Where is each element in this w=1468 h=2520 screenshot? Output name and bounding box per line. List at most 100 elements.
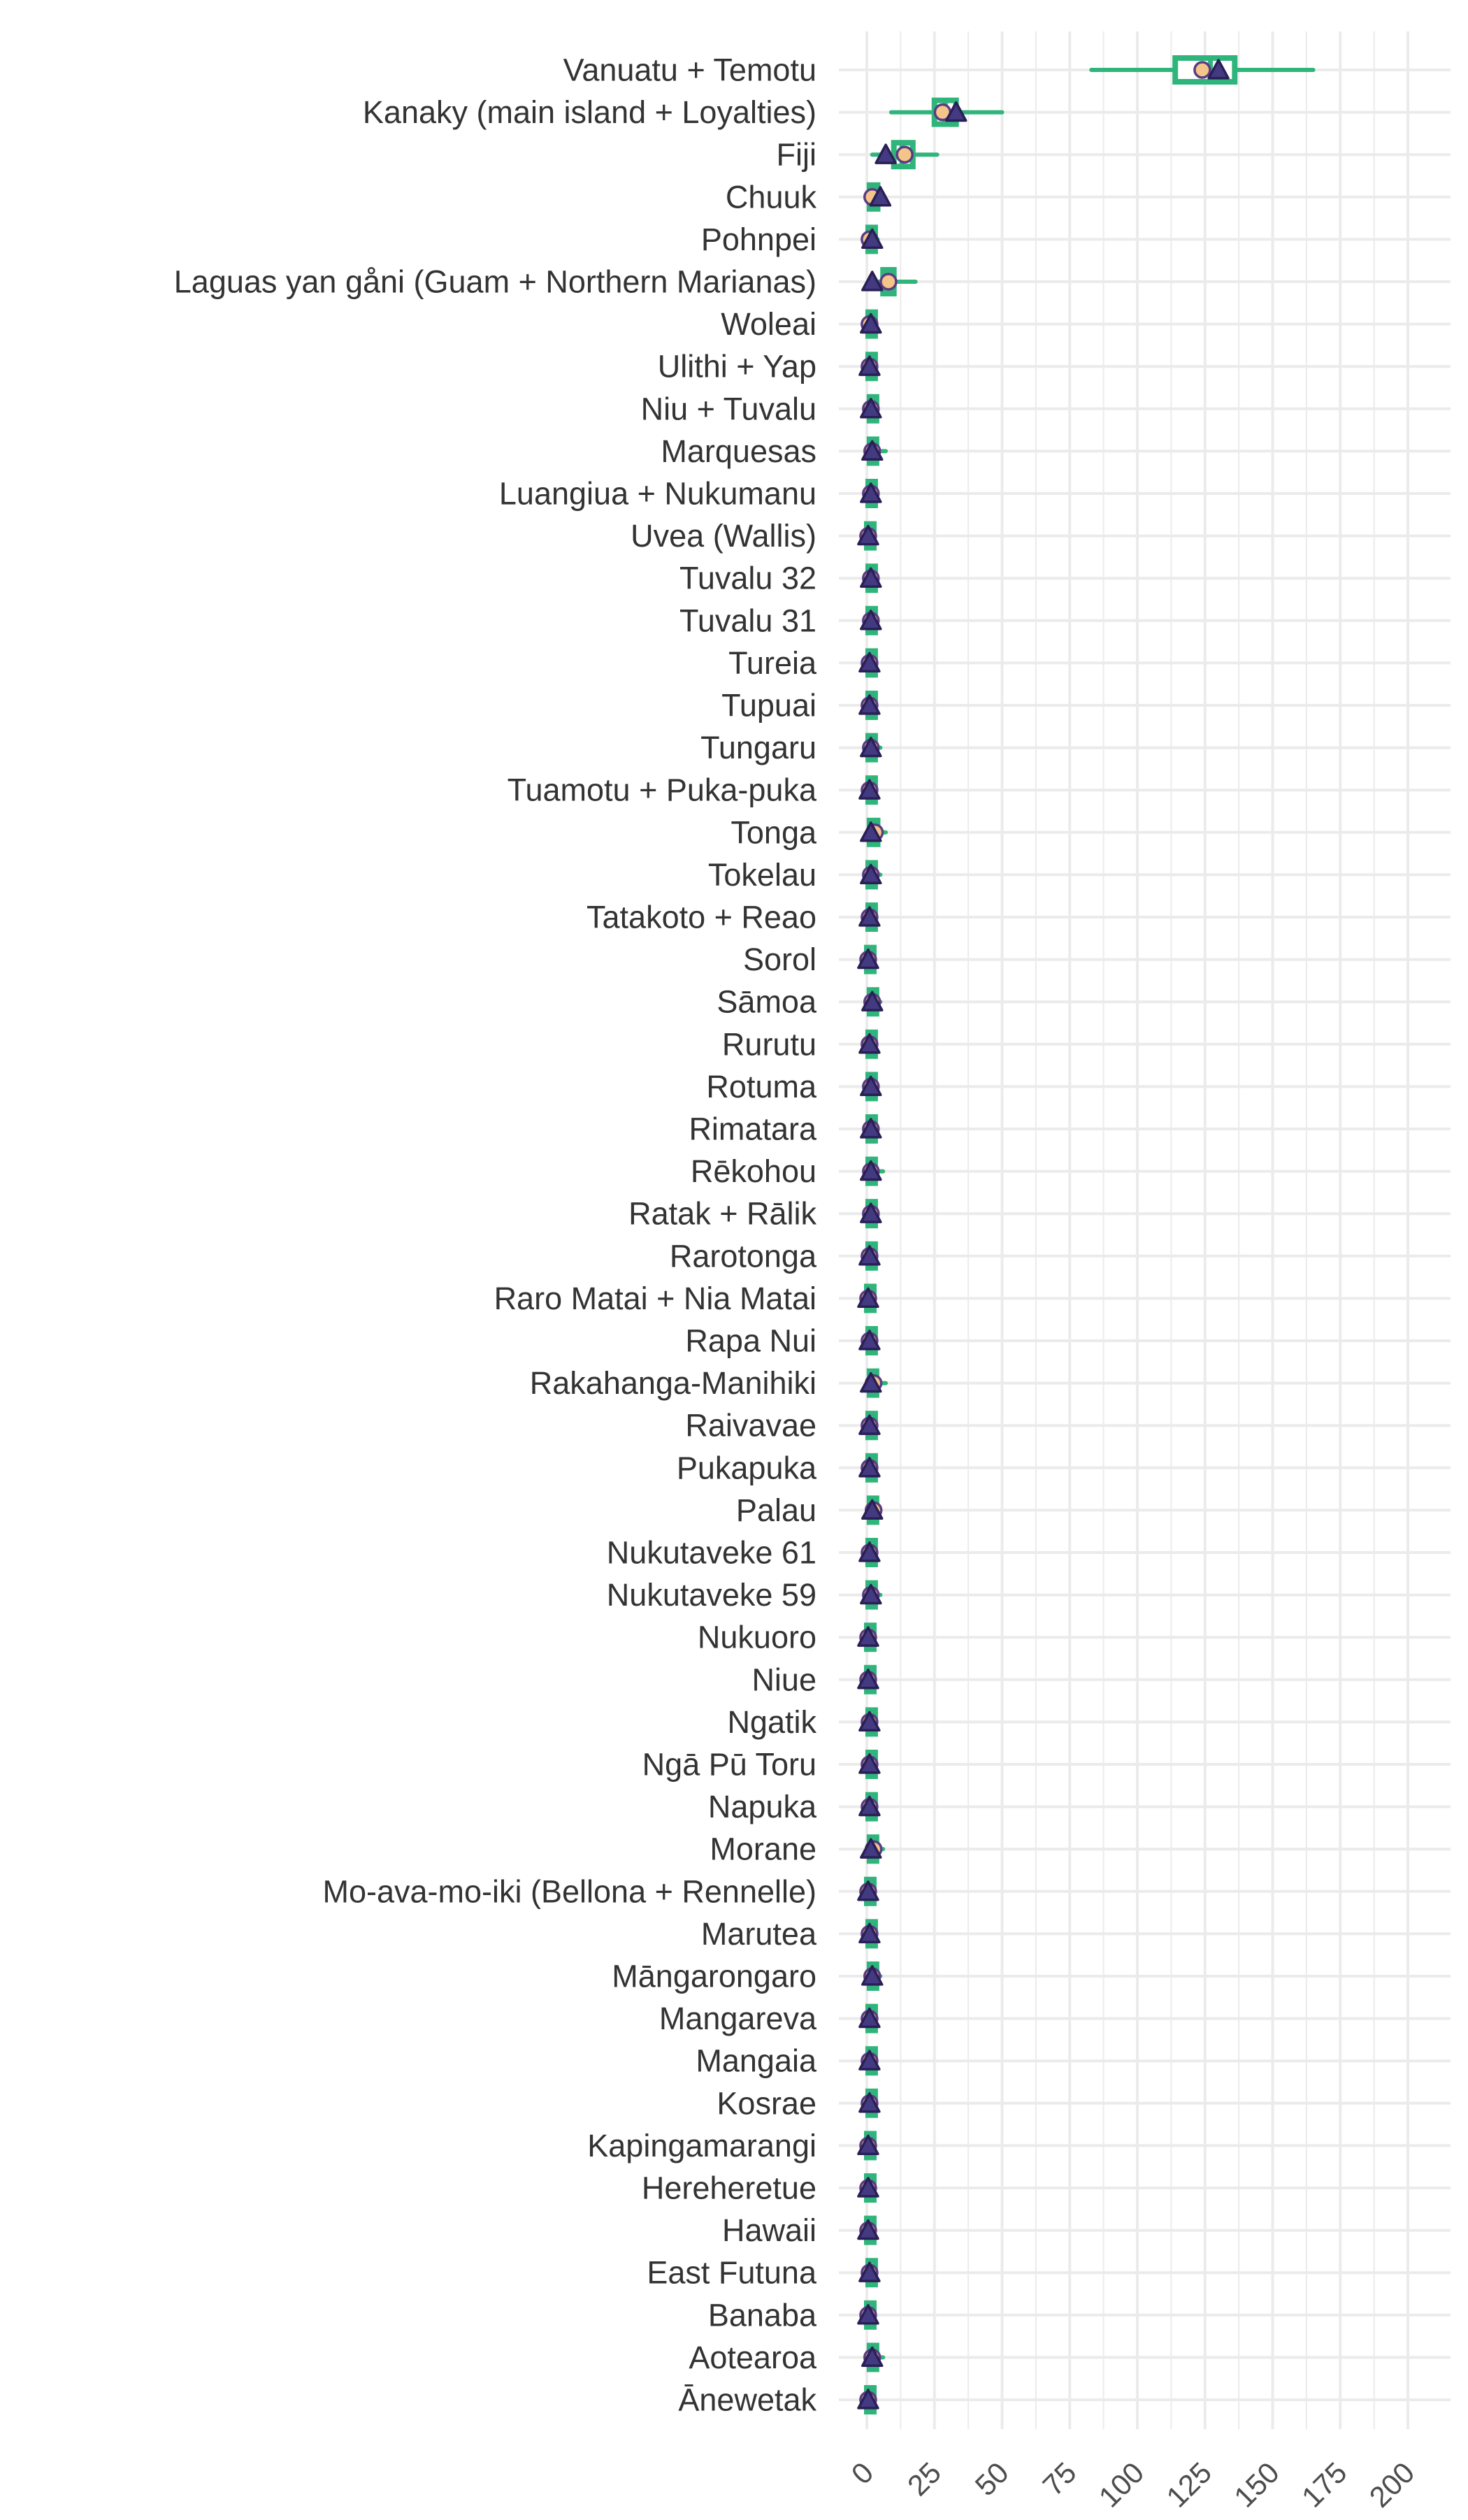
- x-tick-label: 75: [1036, 2456, 1082, 2502]
- triangle-marker: [944, 101, 967, 122]
- category-label: Mo-ava-mo-iki (Bellona + Rennelle): [322, 1873, 816, 1909]
- triangle-marker: [869, 186, 892, 207]
- triangle-marker: [858, 1245, 881, 1266]
- triangle-marker: [858, 1711, 881, 1732]
- category-label: Sorol: [743, 942, 816, 977]
- category-label: Rarotonga: [670, 1238, 817, 1274]
- grid-layer: [839, 31, 1451, 2429]
- category-label: Rurutu: [722, 1026, 816, 1062]
- triangle-marker: [857, 2134, 879, 2156]
- box-group: [858, 1326, 881, 1355]
- box-group: [857, 521, 879, 551]
- category-label: Ulithi + Yap: [658, 349, 816, 384]
- category-label: Marquesas: [661, 433, 816, 469]
- box-group: [870, 140, 940, 170]
- box-group: [860, 479, 882, 508]
- x-tick-label: 100: [1093, 2456, 1151, 2514]
- category-label: Ratak + Rālik: [628, 1196, 816, 1232]
- box-group: [860, 1580, 883, 1610]
- circle-marker: [1193, 61, 1211, 79]
- box-group: [857, 2385, 879, 2414]
- box-group: [858, 2258, 881, 2288]
- box-group: [858, 1453, 881, 1483]
- category-label: Uvea (Wallis): [631, 518, 816, 554]
- category-label: Tureia: [728, 645, 817, 681]
- box-group: [860, 1114, 882, 1144]
- category-label: Aotearoa: [689, 2340, 817, 2375]
- box-group: [858, 1919, 881, 1949]
- triangle-marker: [857, 1880, 879, 1901]
- x-tick-label: 25: [901, 2456, 947, 2502]
- box-group: [857, 1664, 879, 1694]
- triangle-marker: [858, 1795, 881, 1817]
- triangle-marker: [858, 1033, 881, 1054]
- category-label: Luangiua + Nukumanu: [499, 476, 816, 512]
- box-group: [860, 1072, 882, 1102]
- box-group: [861, 267, 918, 296]
- category-label: Niue: [751, 1662, 816, 1697]
- x-tick-label: 125: [1160, 2456, 1218, 2514]
- box-group: [858, 1792, 881, 1822]
- triangle-marker: [1207, 59, 1230, 80]
- triangle-marker: [858, 779, 881, 800]
- box-group: [861, 987, 884, 1017]
- triangle-marker: [857, 2219, 879, 2240]
- triangle-marker: [858, 1414, 881, 1435]
- triangle-marker: [861, 1965, 884, 1986]
- box-group: [858, 648, 881, 678]
- box-group: [860, 1368, 888, 1398]
- triangle-marker: [858, 2261, 881, 2282]
- category-label: Nukuoro: [698, 1620, 816, 1655]
- box-group: [861, 1495, 884, 1525]
- category-label: Fiji: [777, 137, 816, 173]
- triangle-marker: [861, 1499, 884, 1520]
- category-labels: Vanuatu + Temotu Kanaky (main island + Lo…: [174, 52, 817, 2418]
- triangle-marker: [860, 821, 882, 842]
- box-group: [860, 605, 882, 635]
- triangle-marker: [860, 1371, 882, 1393]
- category-label: Tatakoto + Reao: [587, 900, 816, 935]
- marks-layer: [857, 55, 1316, 2414]
- triangle-marker: [857, 948, 879, 970]
- category-label: Napuka: [708, 1789, 817, 1824]
- triangle-marker: [860, 610, 882, 631]
- triangle-marker: [860, 1075, 882, 1097]
- triangle-marker: [861, 271, 884, 291]
- triangle-marker: [860, 1118, 882, 1139]
- category-label: Chuuk: [726, 179, 817, 215]
- box-group: [863, 182, 892, 212]
- triangle-marker: [860, 1202, 882, 1223]
- category-label: Tuvalu 31: [679, 603, 816, 638]
- triangle-marker: [857, 2389, 879, 2410]
- box-group: [860, 860, 883, 890]
- category-label: Pukapuka: [677, 1450, 817, 1485]
- box-group: [857, 2173, 879, 2203]
- box-group: [858, 1750, 881, 1779]
- category-label: Nukutaveke 61: [607, 1535, 816, 1571]
- box-group: [860, 394, 882, 424]
- box-group: [860, 563, 882, 593]
- triangle-marker: [860, 736, 882, 758]
- box-group: [858, 2046, 881, 2076]
- category-label: Banaba: [708, 2297, 817, 2333]
- category-label: Raro Matai + Nia Matai: [494, 1281, 816, 1316]
- triangle-marker: [857, 1287, 879, 1309]
- x-tick-label: 175: [1295, 2456, 1353, 2514]
- box-group: [888, 97, 1005, 127]
- box-group: [857, 2215, 879, 2245]
- triangle-marker: [858, 651, 881, 673]
- category-label: Rotuma: [706, 1069, 817, 1104]
- category-label: Ngatik: [727, 1704, 816, 1740]
- box-group: [860, 1199, 882, 1229]
- category-label: Mangaia: [696, 2043, 817, 2079]
- category-label: Raivavae: [685, 1408, 816, 1443]
- box-group: [858, 1241, 881, 1271]
- category-label: Mangareva: [659, 2001, 817, 2036]
- category-label: Rimatara: [689, 1111, 817, 1147]
- triangle-marker: [860, 1583, 882, 1605]
- category-label: Pohnpei: [701, 222, 816, 257]
- box-group: [858, 352, 881, 382]
- category-label: East Futuna: [647, 2255, 817, 2291]
- box-group: [857, 1622, 879, 1653]
